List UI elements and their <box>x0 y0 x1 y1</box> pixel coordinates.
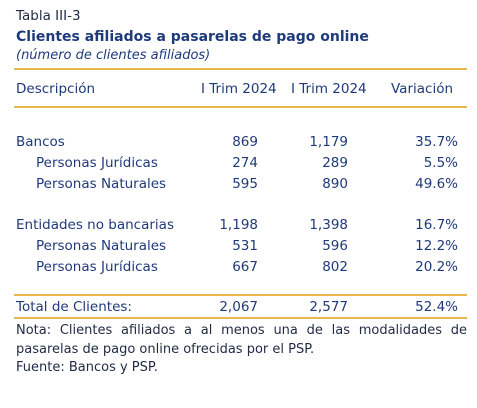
total-variation: 52.4% <box>415 299 458 315</box>
table-row: Personas Jurídicas 274 289 5.5% <box>16 155 466 173</box>
row-q2: 890 <box>322 176 348 192</box>
row-q1: 869 <box>232 134 258 150</box>
row-variation: 5.5% <box>423 155 458 171</box>
row-variation: 35.7% <box>415 134 458 150</box>
row-label: Personas Jurídicas <box>36 155 158 171</box>
header-variation: Variación <box>391 81 454 97</box>
table-row: Personas Naturales 595 890 49.6% <box>16 176 466 194</box>
row-q2: 1,398 <box>309 217 348 233</box>
row-label: Bancos <box>16 134 65 150</box>
row-q1: 531 <box>232 238 258 254</box>
top-rule <box>14 68 467 70</box>
header-rule <box>14 106 467 108</box>
row-q1: 667 <box>232 259 258 275</box>
row-q1: 595 <box>232 176 258 192</box>
table-row: Personas Naturales 531 596 12.2% <box>16 238 466 256</box>
table-label: Tabla III-3 <box>16 8 81 24</box>
row-variation: 20.2% <box>415 259 458 275</box>
table-subtitle: (número de clientes afiliados) <box>16 48 211 63</box>
total-q1: 2,067 <box>219 299 258 315</box>
row-q2: 289 <box>322 155 348 171</box>
table-row: Bancos 869 1,179 35.7% <box>16 134 466 152</box>
total-rule <box>14 294 467 296</box>
header-row: Descripción I Trim 2024 I Trim 2024 Vari… <box>16 81 466 99</box>
row-q2: 596 <box>322 238 348 254</box>
table-row: Personas Jurídicas 667 802 20.2% <box>16 259 466 277</box>
row-q2: 1,179 <box>309 134 348 150</box>
total-q2: 2,577 <box>309 299 348 315</box>
row-label: Entidades no bancarias <box>16 217 174 233</box>
row-variation: 16.7% <box>415 217 458 233</box>
row-label: Personas Naturales <box>36 176 167 192</box>
row-q1: 1,198 <box>219 217 258 233</box>
bottom-rule <box>14 317 467 319</box>
row-variation: 12.2% <box>415 238 458 254</box>
row-q2: 802 <box>322 259 348 275</box>
table-row: Entidades no bancarias 1,198 1,398 16.7% <box>16 217 466 235</box>
row-label: Personas Jurídicas <box>36 259 158 275</box>
total-row: Total de Clientes: 2,067 2,577 52.4% <box>16 299 466 317</box>
table-note: Nota: Clientes afiliados a al menos una … <box>16 323 467 357</box>
header-q2: I Trim 2024 <box>291 81 367 97</box>
row-q1: 274 <box>232 155 258 171</box>
total-label: Total de Clientes: <box>16 299 132 315</box>
header-q1: I Trim 2024 <box>201 81 277 97</box>
row-label: Personas Naturales <box>36 238 167 254</box>
header-description: Descripción <box>16 81 96 97</box>
table-title: Clientes afiliados a pasarelas de pago o… <box>16 29 369 45</box>
table-source: Fuente: Bancos y PSP. <box>16 360 158 375</box>
row-variation: 49.6% <box>415 176 458 192</box>
